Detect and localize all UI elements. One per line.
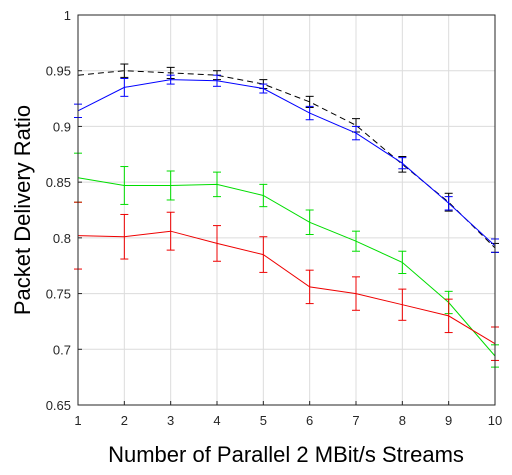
x-tick-label: 9	[445, 413, 452, 428]
series-4-line	[77, 230, 496, 345]
error-bar	[398, 288, 407, 321]
error-bar	[259, 183, 268, 208]
error-bar	[305, 269, 314, 305]
series-2-line	[77, 79, 496, 247]
error-bar	[352, 125, 360, 141]
error-bar	[166, 74, 175, 85]
error-bar	[213, 74, 221, 87]
x-tick-label: 3	[167, 413, 174, 428]
error-bar	[259, 236, 268, 273]
error-bar	[444, 196, 453, 211]
y-tick-label: 0.65	[46, 398, 71, 413]
error-bar	[398, 157, 407, 170]
error-bar	[444, 298, 453, 334]
x-tick-label: 6	[306, 413, 313, 428]
x-tick-label: 7	[352, 413, 359, 428]
error-bar	[213, 171, 221, 198]
error-bar	[352, 230, 360, 252]
x-tick-label: 4	[213, 413, 220, 428]
x-tick-label: 8	[399, 413, 406, 428]
error-bar	[352, 276, 360, 311]
error-bar	[166, 170, 175, 201]
y-tick-label: 0.85	[46, 175, 71, 190]
error-bar	[120, 78, 129, 97]
y-tick-label: 0.95	[46, 64, 71, 79]
series-1-line	[77, 70, 496, 249]
error-bar	[213, 225, 221, 262]
y-axis-title: Packet Delivery Ratio	[10, 105, 35, 315]
series-3-line	[77, 177, 496, 357]
x-tick-label: 2	[121, 413, 128, 428]
y-tick-label: 0.9	[53, 119, 71, 134]
error-bar	[259, 83, 268, 94]
tick-labels: 1 2 3 4 5 6 7 8 9 10 0.65 0.7 0.75 0.8 0.85 0.9 0.95 1	[46, 8, 503, 428]
x-axis-title: Number of Parallel 2 MBit/s Streams	[108, 442, 464, 467]
plot-background	[78, 15, 495, 405]
error-bar	[120, 63, 129, 78]
error-bar	[120, 213, 129, 260]
plot-frame	[77, 14, 496, 406]
x-tick-label: 1	[74, 413, 81, 428]
y-tick-label: 1	[64, 8, 71, 23]
y-tick-label: 0.8	[53, 231, 71, 246]
y-tick-label: 0.75	[46, 287, 71, 302]
error-bar	[305, 209, 314, 236]
error-bar	[120, 166, 129, 205]
error-bar	[398, 250, 407, 275]
x-tick-label: 5	[260, 413, 267, 428]
error-bar	[166, 211, 175, 251]
error-bar	[305, 105, 314, 121]
x-tick-label: 10	[488, 413, 502, 428]
y-tick-label: 0.7	[53, 342, 71, 357]
